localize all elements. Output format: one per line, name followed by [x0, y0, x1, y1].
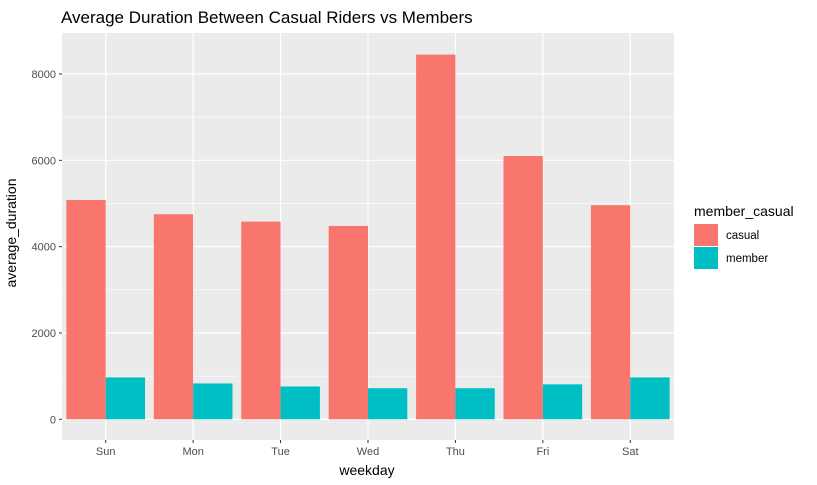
x-tick-label: Wed	[357, 446, 379, 458]
legend-title: member_casual	[694, 203, 794, 219]
legend-key-member	[694, 247, 718, 269]
bar-casual-sun	[66, 200, 106, 420]
bar-casual-wed	[328, 225, 368, 420]
x-tick-label: Tue	[271, 446, 290, 458]
bar-casual-tue	[241, 221, 281, 420]
bar-member-wed	[368, 388, 408, 420]
bar-casual-fri	[503, 156, 543, 420]
legend: member_casual casual member	[694, 203, 794, 269]
y-tick-label: 0	[50, 414, 56, 426]
bar-member-sun	[105, 377, 146, 420]
x-tick-label: Fri	[536, 446, 549, 458]
bar-member-mon	[193, 383, 233, 420]
x-axis: Sun Mon Tue Wed Thu Fri Sat	[96, 440, 639, 458]
x-tick-label: Sat	[622, 446, 639, 458]
bar-casual-sat	[590, 205, 631, 420]
x-tick-label: Thu	[446, 446, 465, 458]
y-tick-label: 4000	[32, 242, 56, 254]
x-tick-label: Mon	[182, 446, 203, 458]
legend-label-casual: casual	[726, 230, 759, 242]
legend-key-casual	[694, 224, 718, 246]
y-tick-label: 8000	[32, 69, 56, 81]
chart-title: Average Duration Between Casual Riders v…	[61, 8, 473, 27]
bar-member-tue	[280, 386, 320, 420]
y-tick-label: 2000	[32, 328, 56, 340]
y-tick-label: 6000	[32, 155, 56, 167]
x-axis-title: weekday	[338, 462, 394, 478]
y-axis-title: average_duration	[3, 179, 19, 288]
y-axis: 0 2000 4000 6000 8000	[32, 69, 62, 426]
bar-member-thu	[455, 388, 495, 420]
bar-member-fri	[542, 384, 583, 420]
x-tick-label: Sun	[96, 446, 116, 458]
bars	[66, 54, 670, 420]
bar-member-sat	[630, 377, 670, 420]
bar-casual-mon	[153, 214, 194, 420]
legend-label-member: member	[726, 253, 768, 265]
bar-casual-thu	[416, 54, 456, 420]
